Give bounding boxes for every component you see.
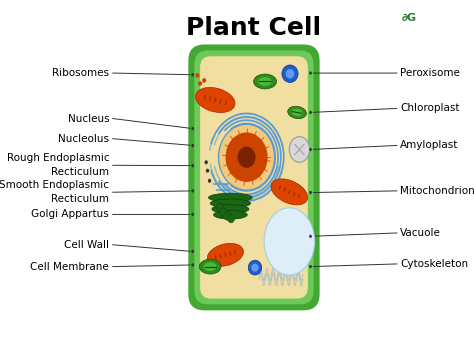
Text: Recticulum: Recticulum [51,194,109,204]
Ellipse shape [219,208,227,216]
Ellipse shape [286,69,294,78]
Ellipse shape [204,262,217,271]
Ellipse shape [210,199,251,208]
Ellipse shape [264,208,315,275]
Ellipse shape [248,260,262,275]
Ellipse shape [271,179,308,205]
Ellipse shape [191,127,194,130]
Ellipse shape [309,191,312,194]
Ellipse shape [214,210,247,219]
Ellipse shape [292,109,303,116]
Ellipse shape [258,77,272,86]
Text: Cell Membrane: Cell Membrane [30,262,109,272]
Ellipse shape [309,265,312,268]
Text: Recticulum: Recticulum [51,167,109,177]
Text: Peroxisome: Peroxisome [401,68,460,78]
Ellipse shape [309,111,312,114]
Ellipse shape [237,147,255,168]
Text: ∂G: ∂G [402,13,417,22]
Ellipse shape [200,259,221,274]
Text: Smooth Endoplasmic: Smooth Endoplasmic [0,180,109,190]
Text: Mitochondrion: Mitochondrion [401,186,474,196]
Ellipse shape [208,179,211,183]
Ellipse shape [207,243,244,266]
Ellipse shape [191,189,194,193]
Text: Golgi Appartus: Golgi Appartus [31,210,109,219]
Text: Amyloplast: Amyloplast [401,140,459,150]
Ellipse shape [198,81,202,86]
Ellipse shape [251,264,259,272]
FancyBboxPatch shape [194,50,314,304]
Ellipse shape [216,203,223,211]
Ellipse shape [195,88,235,113]
Text: Ribosomes: Ribosomes [52,68,109,78]
Ellipse shape [254,74,276,89]
Text: Cell Wall: Cell Wall [64,240,109,250]
Text: Nucleus: Nucleus [68,114,109,123]
Text: Nucleolus: Nucleolus [58,134,109,144]
Text: Chloroplast: Chloroplast [401,103,460,114]
FancyBboxPatch shape [200,56,308,298]
Ellipse shape [226,132,268,182]
Ellipse shape [191,213,194,216]
Text: Vacuole: Vacuole [401,228,441,238]
Ellipse shape [191,73,194,76]
Ellipse shape [224,212,230,220]
Ellipse shape [219,124,274,190]
Ellipse shape [309,148,312,151]
Ellipse shape [289,137,310,162]
Text: Plant Cell: Plant Cell [186,16,321,40]
Ellipse shape [206,169,209,173]
Ellipse shape [202,78,206,83]
Ellipse shape [191,164,194,167]
Ellipse shape [228,215,235,223]
Ellipse shape [191,250,194,253]
Ellipse shape [191,144,194,147]
Ellipse shape [288,106,306,119]
Ellipse shape [309,235,312,238]
Ellipse shape [212,205,249,213]
Text: Cytoskeleton: Cytoskeleton [401,259,468,269]
Ellipse shape [309,71,312,75]
Ellipse shape [191,263,194,267]
Text: Rough Endoplasmic: Rough Endoplasmic [7,153,109,163]
Ellipse shape [282,65,298,82]
Ellipse shape [204,160,208,164]
Ellipse shape [195,73,200,78]
FancyBboxPatch shape [188,45,319,310]
Ellipse shape [209,193,252,202]
